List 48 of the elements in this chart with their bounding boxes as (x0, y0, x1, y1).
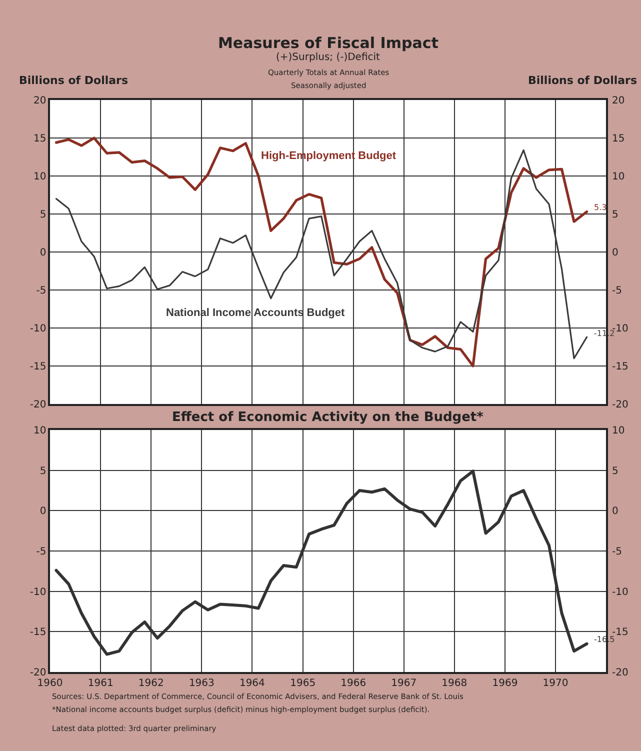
y-tick-label: -10 (30, 324, 46, 334)
y2-tick-label: 20 (612, 96, 625, 106)
x-tick-label: 1969 (492, 678, 518, 689)
chart-title: Measures of Fiscal Impact (218, 34, 438, 52)
y2-tick-label: -15 (612, 362, 628, 372)
y-tick-label: -5 (36, 286, 46, 296)
y2-tick-label: -10 (612, 586, 628, 598)
y2-tick-label: 0 (612, 248, 618, 258)
chart-title: Effect of Economic Activity on the Budget* (172, 410, 484, 425)
x-tick-label: 1966 (340, 678, 366, 689)
y-tick-label: -15 (30, 627, 46, 638)
y2-axis-title: Billions of Dollars (528, 74, 638, 87)
y-tick-label: 0 (40, 506, 46, 518)
y-tick-label: -5 (36, 546, 46, 558)
y2-tick-label: 0 (612, 506, 618, 518)
y2-tick-label: -15 (612, 627, 628, 638)
y2-tick-label: -10 (612, 324, 628, 334)
y-tick-label: -10 (30, 586, 46, 598)
y-tick-label: -20 (30, 668, 46, 678)
x-tick-label: 1970 (542, 678, 568, 689)
y2-tick-label: -5 (612, 286, 622, 296)
y-tick-label: -15 (30, 362, 46, 372)
x-tick-label: 1963 (188, 678, 214, 689)
y-tick-label: 10 (34, 426, 46, 436)
x-tick-label: 1960 (37, 678, 63, 689)
x-tick-label: 1962 (138, 678, 164, 689)
y2-tick-label: 10 (612, 172, 625, 182)
y-tick-label: 5 (40, 210, 46, 220)
annotation: 5.3 (594, 203, 607, 212)
y2-tick-label: 10 (612, 426, 625, 436)
y2-tick-label: 5 (612, 210, 618, 220)
y2-tick-label: 15 (612, 134, 625, 144)
y-tick-label: 0 (40, 248, 46, 258)
y-tick-label: 5 (40, 466, 46, 477)
x-tick-label: 1964 (239, 678, 265, 689)
y-tick-label: -20 (30, 400, 46, 410)
y-tick-label: 20 (34, 96, 46, 106)
y2-tick-label: -20 (612, 400, 628, 410)
y-axis-title: Billions of Dollars (19, 74, 128, 87)
y2-tick-label: -20 (612, 668, 628, 678)
y2-tick-label: -5 (612, 546, 622, 558)
y-tick-label: 10 (34, 172, 46, 182)
x-tick-label: 1965 (290, 678, 316, 689)
y-tick-label: 15 (34, 134, 46, 144)
y2-tick-label: 5 (612, 466, 618, 477)
x-tick-label: 1968 (442, 678, 468, 689)
x-tick-label: 1967 (391, 678, 417, 689)
x-tick-label: 1961 (88, 678, 114, 689)
